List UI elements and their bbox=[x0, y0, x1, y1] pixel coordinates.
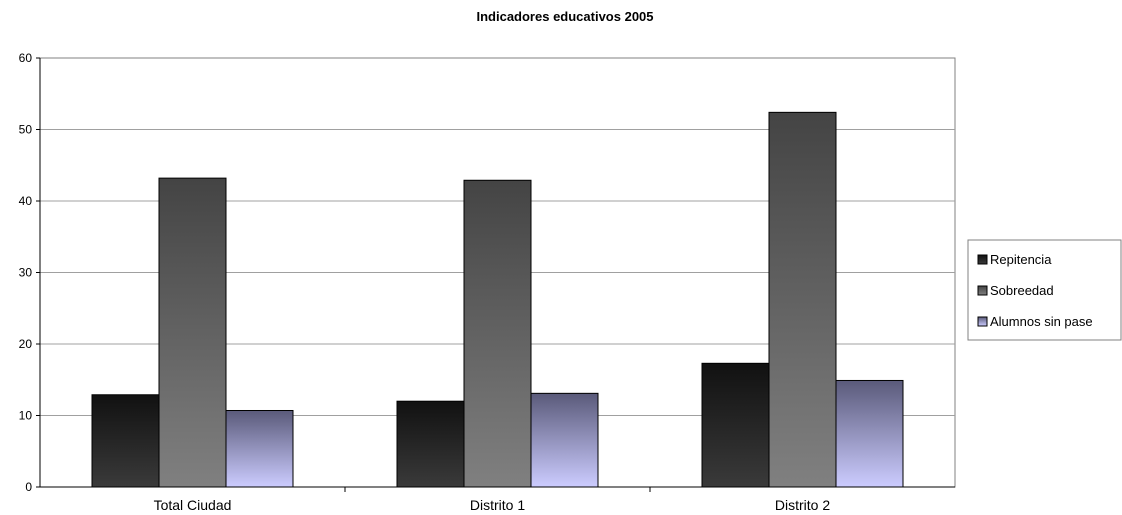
bar-sobreedad bbox=[768, 111, 837, 488]
legend-swatch-sobreedad bbox=[977, 285, 988, 296]
legend-swatch-alumnos-sin-pase bbox=[977, 316, 988, 327]
legend: Repitencia Sobreedad Alumnos sin pase bbox=[967, 239, 1122, 341]
bar-repitencia bbox=[91, 394, 160, 488]
bar-alumnos-sin-pase bbox=[225, 409, 294, 488]
bar-alumnos-sin-pase bbox=[835, 379, 904, 488]
y-tick-label: 60 bbox=[19, 51, 33, 65]
legend-swatch-repitencia bbox=[977, 254, 988, 265]
y-tick-label: 50 bbox=[19, 123, 33, 137]
bar-sobreedad bbox=[463, 179, 532, 488]
legend-label: Repitencia bbox=[990, 252, 1052, 267]
x-tick-label: Distrito 2 bbox=[775, 497, 830, 513]
legend-label: Sobreedad bbox=[990, 283, 1054, 298]
legend-label: Alumnos sin pase bbox=[990, 314, 1093, 329]
y-tick-label: 30 bbox=[19, 266, 33, 280]
y-tick-label: 10 bbox=[19, 409, 33, 423]
plot-area: 0 10 20 30 40 50 60 Total Ciudad Distrito 1 Distr… bbox=[19, 51, 956, 513]
y-tick-label: 0 bbox=[25, 480, 32, 494]
bar-repitencia bbox=[396, 400, 465, 488]
bar-alumnos-sin-pase bbox=[530, 392, 599, 488]
legend-box bbox=[967, 239, 1122, 341]
x-tick-label: Total Ciudad bbox=[154, 497, 232, 513]
x-tick-label: Distrito 1 bbox=[470, 497, 525, 513]
y-tick-label: 20 bbox=[19, 337, 33, 351]
y-tick-label: 40 bbox=[19, 194, 33, 208]
bar-sobreedad bbox=[158, 177, 227, 488]
bar-repitencia bbox=[701, 362, 770, 488]
chart-title: Indicadores educativos 2005 bbox=[476, 9, 653, 24]
